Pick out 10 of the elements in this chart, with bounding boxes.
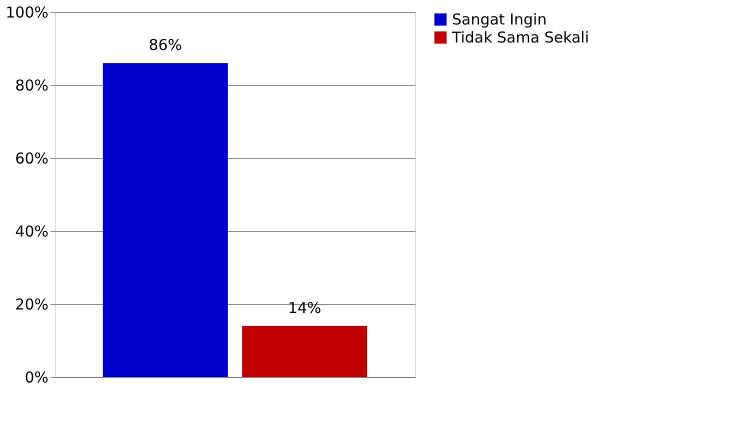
y-tick-label: 100% <box>6 4 48 22</box>
y-tick-label: 60% <box>15 150 48 168</box>
y-tick-label: 40% <box>15 222 48 240</box>
data-label: 86% <box>148 36 182 54</box>
y-tick-label: 0% <box>24 368 48 386</box>
legend-label: Tidak Sama Sekali <box>451 28 590 46</box>
y-tick-label: 80% <box>15 76 48 94</box>
legend-label: Sangat Ingin <box>452 10 547 28</box>
data-label: 14% <box>288 298 322 317</box>
y-tick-label: 20% <box>15 296 48 314</box>
